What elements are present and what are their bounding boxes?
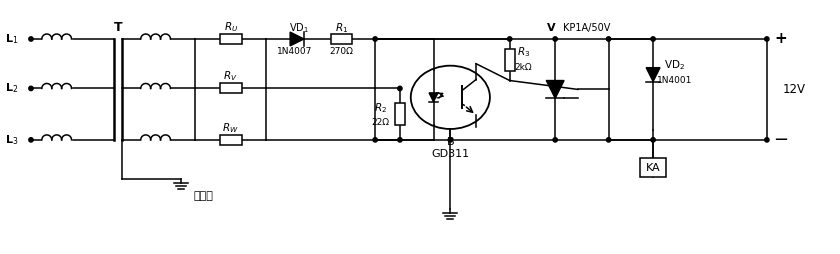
Text: 1N4007: 1N4007 bbox=[277, 47, 312, 56]
Bar bbox=[220, 34, 242, 44]
Circle shape bbox=[553, 37, 558, 41]
Text: $R_3$: $R_3$ bbox=[517, 45, 530, 59]
Text: B: B bbox=[447, 137, 454, 147]
Text: $R_2$: $R_2$ bbox=[374, 101, 386, 115]
Text: 2kΩ: 2kΩ bbox=[515, 63, 533, 72]
Circle shape bbox=[29, 138, 33, 142]
Circle shape bbox=[764, 37, 769, 41]
Bar bbox=[505, 49, 515, 71]
Polygon shape bbox=[429, 93, 438, 102]
Circle shape bbox=[507, 37, 512, 41]
Text: +: + bbox=[774, 31, 787, 46]
Text: L$_2$: L$_2$ bbox=[5, 82, 18, 95]
Text: $R_W$: $R_W$ bbox=[223, 121, 239, 135]
Circle shape bbox=[606, 138, 611, 142]
Circle shape bbox=[764, 138, 769, 142]
Circle shape bbox=[373, 138, 377, 142]
Text: $R_V$: $R_V$ bbox=[223, 70, 238, 84]
Polygon shape bbox=[646, 68, 660, 82]
Ellipse shape bbox=[411, 66, 490, 129]
Circle shape bbox=[651, 37, 655, 41]
Text: VD$_2$: VD$_2$ bbox=[664, 58, 685, 72]
Circle shape bbox=[373, 37, 377, 41]
Text: 中性线: 中性线 bbox=[193, 191, 213, 201]
Text: T: T bbox=[113, 21, 123, 34]
Text: V: V bbox=[547, 23, 555, 33]
Circle shape bbox=[397, 86, 402, 91]
Circle shape bbox=[606, 37, 611, 41]
Text: 22Ω: 22Ω bbox=[371, 118, 389, 126]
Text: KP1A/50V: KP1A/50V bbox=[563, 23, 611, 33]
Circle shape bbox=[651, 138, 655, 142]
Text: −: − bbox=[773, 131, 788, 149]
Bar bbox=[395, 103, 405, 125]
Text: KA: KA bbox=[646, 163, 660, 172]
Bar bbox=[220, 135, 242, 145]
Text: $R_1$: $R_1$ bbox=[335, 21, 348, 35]
Text: 270Ω: 270Ω bbox=[329, 47, 354, 56]
Text: 1N4001: 1N4001 bbox=[657, 76, 692, 85]
Bar bbox=[220, 84, 242, 93]
Polygon shape bbox=[290, 32, 304, 46]
Text: L$_1$: L$_1$ bbox=[5, 32, 18, 46]
Text: L$_3$: L$_3$ bbox=[5, 133, 18, 147]
Circle shape bbox=[397, 138, 402, 142]
Circle shape bbox=[553, 138, 558, 142]
Circle shape bbox=[29, 37, 33, 41]
Circle shape bbox=[449, 138, 453, 142]
Bar bbox=[331, 34, 353, 44]
Text: VD$_1$: VD$_1$ bbox=[289, 21, 309, 35]
Text: GD311: GD311 bbox=[431, 149, 470, 159]
Text: $R_U$: $R_U$ bbox=[223, 20, 238, 34]
Polygon shape bbox=[546, 81, 564, 98]
Circle shape bbox=[29, 86, 33, 91]
Text: 12V: 12V bbox=[783, 83, 806, 96]
Bar bbox=[640, 158, 666, 178]
